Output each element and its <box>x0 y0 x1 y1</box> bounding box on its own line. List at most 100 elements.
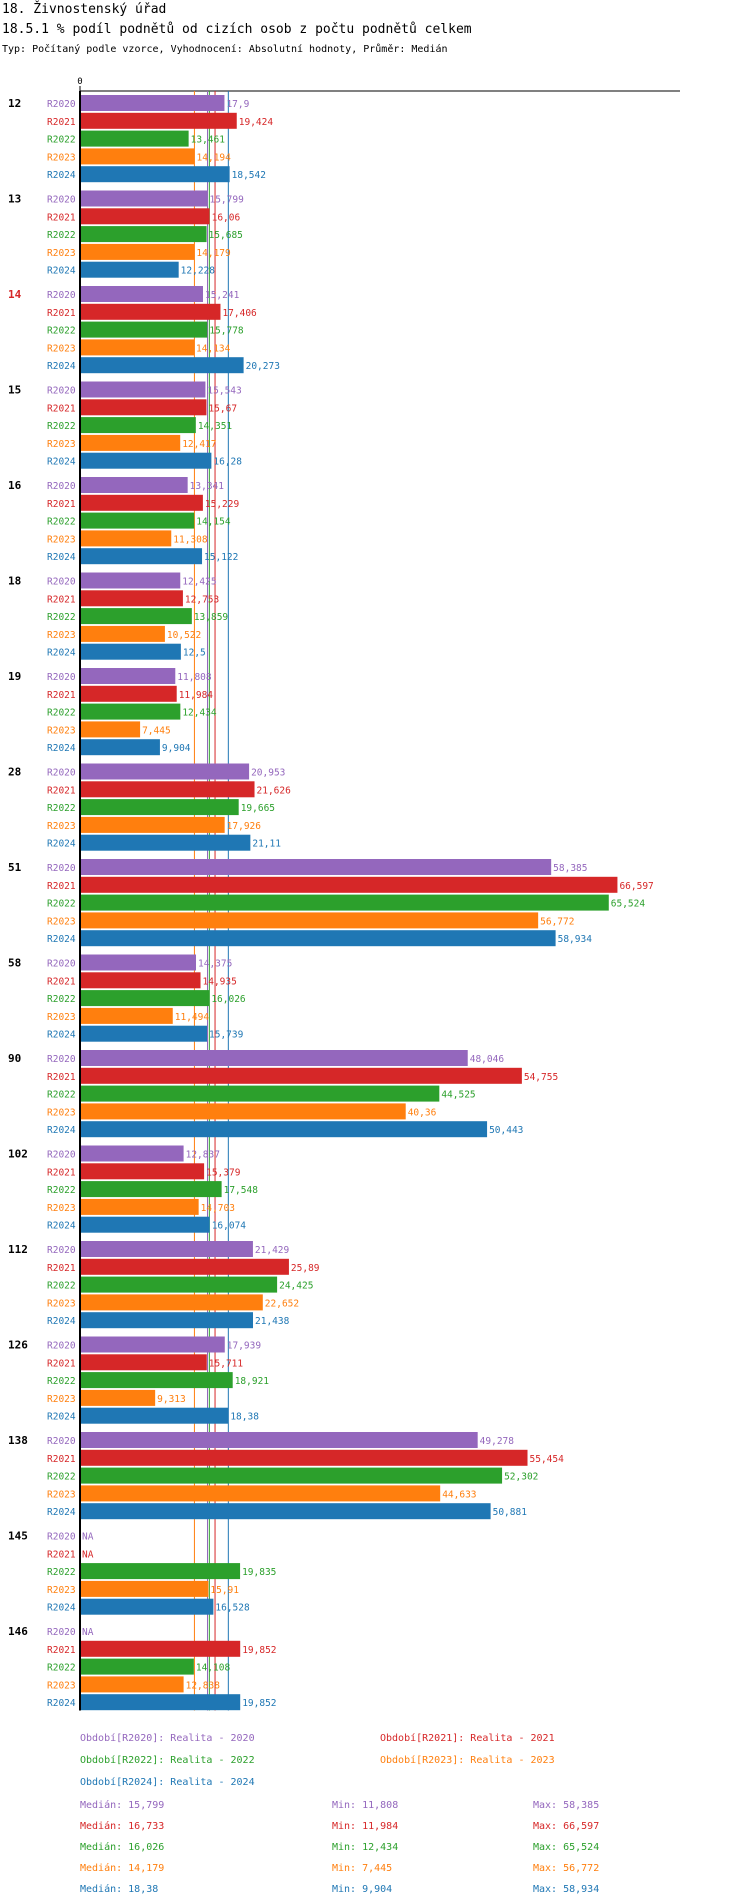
series-label: R2022 <box>47 1376 76 1387</box>
bar <box>80 357 244 374</box>
data-label: 13,341 <box>190 481 225 492</box>
series-label: R2021 <box>47 785 76 796</box>
group-label: 138 <box>8 1434 28 1447</box>
bar <box>80 148 195 165</box>
bar <box>80 1658 194 1675</box>
bar <box>80 1181 222 1198</box>
series-label: R2021 <box>47 117 76 128</box>
series-label: R2020 <box>47 672 76 683</box>
data-label: 16,528 <box>215 1603 250 1614</box>
series-label: R2022 <box>47 1567 76 1578</box>
group-label: 58 <box>8 957 21 970</box>
series-label: R2021 <box>47 1549 76 1560</box>
data-label: 66,597 <box>619 881 653 892</box>
chart-type-line: Typ: Počítaný podle vzorce, Vyhodnocení:… <box>2 44 448 55</box>
legend-period-item: Období[R2021]: Realita - 2021 <box>380 1733 555 1744</box>
bar <box>80 1467 503 1484</box>
data-label: 56,772 <box>540 916 574 927</box>
data-label: 12,417 <box>182 439 216 450</box>
series-label: R2021 <box>47 1645 76 1656</box>
bar <box>80 834 251 851</box>
bar <box>80 1563 241 1580</box>
data-label: 20,273 <box>246 361 280 372</box>
series-label: R2024 <box>47 1030 76 1041</box>
data-label: 58,934 <box>558 934 593 945</box>
bar <box>80 685 177 702</box>
data-label: 49,278 <box>480 1436 515 1447</box>
bar <box>80 972 201 989</box>
data-label: 14,154 <box>196 517 231 528</box>
bar <box>80 1163 205 1180</box>
bar <box>80 381 206 398</box>
data-label: 55,454 <box>530 1454 565 1465</box>
data-label: 11,808 <box>177 672 212 683</box>
legend-min: Min: 7,445 <box>332 1863 393 1874</box>
data-label: 65,524 <box>611 899 646 910</box>
data-label: 13,461 <box>191 135 226 146</box>
series-label: R2023 <box>47 152 76 163</box>
bar <box>80 954 197 971</box>
bar <box>80 703 181 720</box>
data-label: 22,652 <box>265 1298 299 1309</box>
data-label: 17,926 <box>227 821 262 832</box>
bar <box>80 1407 229 1424</box>
bar <box>80 95 225 111</box>
data-label: 12,753 <box>185 594 219 605</box>
data-label: 19,852 <box>242 1645 276 1656</box>
bar <box>80 572 181 589</box>
legend-min: Min: 11,984 <box>332 1821 399 1832</box>
series-label: R2020 <box>47 1150 76 1161</box>
bar <box>80 1503 491 1520</box>
legend-period-item: Období[R2024]: Realita - 2024 <box>80 1777 255 1788</box>
data-label: 15,229 <box>205 499 240 510</box>
bar <box>80 303 221 320</box>
series-label: R2023 <box>47 1107 76 1118</box>
bar <box>80 1067 522 1084</box>
data-label: 17,9 <box>226 99 249 110</box>
data-label: 21,438 <box>255 1316 290 1327</box>
data-label: 11,984 <box>179 690 214 701</box>
bar <box>80 1216 210 1233</box>
series-label: R2020 <box>47 1341 76 1352</box>
series-label: R2024 <box>47 648 76 659</box>
legend-min: Min: 11,808 <box>332 1800 399 1811</box>
series-label: R2021 <box>47 881 76 892</box>
data-label: 12,5 <box>183 648 206 659</box>
series-label: R2022 <box>47 1090 76 1101</box>
bar <box>80 1007 173 1024</box>
data-label: NA <box>82 1532 94 1543</box>
series-label: R2023 <box>47 1394 76 1405</box>
series-label: R2024 <box>47 1603 76 1614</box>
data-label: 17,939 <box>227 1341 262 1352</box>
legend-median: Medián: 16,026 <box>80 1842 165 1853</box>
series-label: R2020 <box>47 577 76 588</box>
series-label: R2020 <box>47 99 76 110</box>
series-label: R2024 <box>47 266 76 277</box>
data-label: 21,11 <box>252 839 281 850</box>
series-label: R2023 <box>47 916 76 927</box>
group-label: 19 <box>8 670 21 683</box>
series-label: R2022 <box>47 517 76 528</box>
series-label: R2024 <box>47 1412 76 1423</box>
bar <box>80 434 181 451</box>
data-label: 15,543 <box>207 386 241 397</box>
bar <box>80 477 188 493</box>
group-label: 16 <box>8 479 22 492</box>
series-label: R2024 <box>47 934 76 945</box>
bar <box>80 452 212 469</box>
data-label: 15,91 <box>210 1585 239 1596</box>
series-label: R2023 <box>47 1585 76 1596</box>
series-label: R2022 <box>47 1185 76 1196</box>
group-label: 145 <box>8 1530 28 1543</box>
series-label: R2022 <box>47 708 76 719</box>
series-label: R2024 <box>47 361 76 372</box>
series-label: R2021 <box>47 403 76 414</box>
bar <box>80 339 195 356</box>
series-label: R2021 <box>47 690 76 701</box>
data-label: 12,837 <box>186 1150 220 1161</box>
data-label: 48,046 <box>470 1054 505 1065</box>
series-label: R2021 <box>47 976 76 987</box>
series-label: R2022 <box>47 1472 76 1483</box>
bar <box>80 226 207 243</box>
series-label: R2020 <box>47 1627 76 1638</box>
